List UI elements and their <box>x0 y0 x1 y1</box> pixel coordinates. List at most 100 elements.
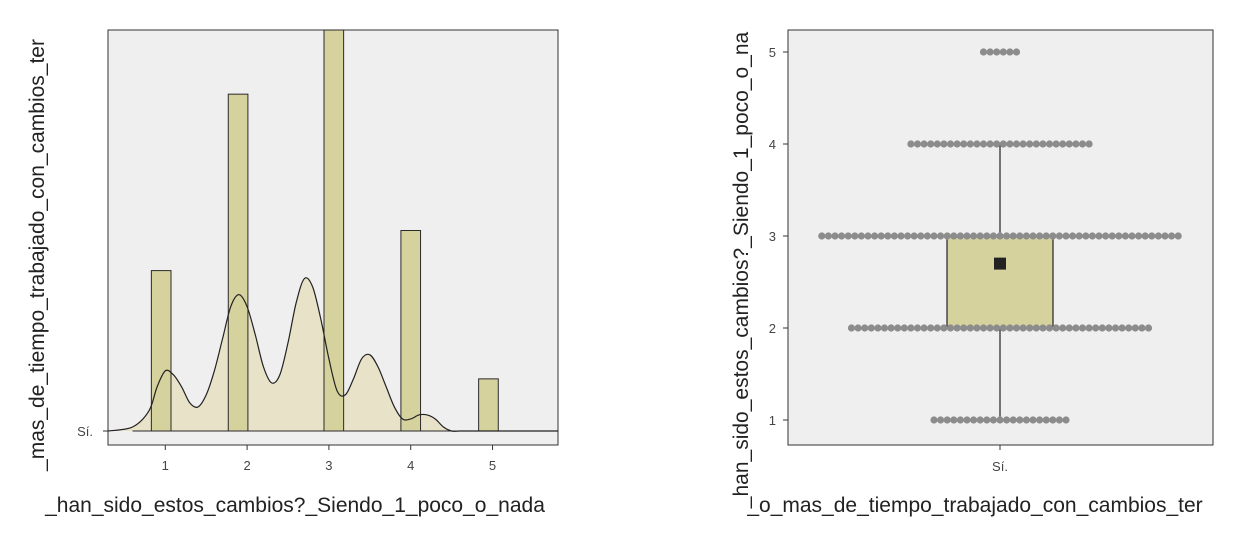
dot-y4-16 <box>1006 140 1014 148</box>
dot-y2-24 <box>999 324 1007 332</box>
dot-y3-46 <box>1115 232 1123 240</box>
dot-y1-18 <box>1042 416 1050 424</box>
dot-y3-50 <box>1141 232 1149 240</box>
dot-y3-1 <box>818 232 826 240</box>
histogram-x-tick-label-2: 2 <box>243 458 250 473</box>
dot-y2-1 <box>847 324 856 332</box>
dot-y4-23 <box>1052 140 1060 148</box>
dot-y2-8 <box>894 324 902 332</box>
dot-y2-14 <box>933 324 941 332</box>
dot-y2-2 <box>854 324 862 332</box>
dot-y5-6 <box>1012 48 1021 56</box>
dot-y4-21 <box>1039 140 1047 148</box>
dot-y1-15 <box>1022 416 1030 424</box>
dot-y1-13 <box>1009 416 1017 424</box>
dot-y3-16 <box>917 232 925 240</box>
dot-y2-38 <box>1092 324 1100 332</box>
boxplot-x-axis: Sí. <box>992 445 1008 474</box>
dot-y3-17 <box>923 232 932 240</box>
density-curve <box>107 277 558 432</box>
dot-y3-44 <box>1102 232 1110 240</box>
dot-y2-30 <box>1039 324 1047 332</box>
dot-y3-54 <box>1168 232 1176 240</box>
dot-y2-33 <box>1059 324 1067 332</box>
dot-y4-4 <box>927 140 935 148</box>
dot-y3-12 <box>890 232 899 240</box>
dot-y2-9 <box>900 324 908 332</box>
boxplot-dots-layer <box>818 48 1182 424</box>
dot-y3-36 <box>1049 232 1057 240</box>
boxplot-y-axis-title: _han_sido_estos_cambios?_Siendo_1_poco_o… <box>730 31 753 509</box>
dot-y2-16 <box>946 324 955 332</box>
dot-y2-7 <box>887 324 895 332</box>
dot-y4-27 <box>1078 140 1087 148</box>
density-line-layer <box>107 277 558 432</box>
dot-y2-25 <box>1006 324 1014 332</box>
dot-y1-20 <box>1055 416 1063 424</box>
histogram-bar-3 <box>323 29 345 432</box>
dot-y2-37 <box>1085 324 1093 332</box>
boxplot-y-tick-label-2: 2 <box>769 321 776 336</box>
dot-y3-18 <box>930 232 938 240</box>
dot-y1-3 <box>943 416 951 424</box>
dot-y4-3 <box>920 140 928 148</box>
dot-y2-18 <box>960 324 968 332</box>
histogram-bar-5 <box>478 378 499 432</box>
dot-y2-31 <box>1045 324 1054 332</box>
boxplot-x-category-label: Sí. <box>992 459 1008 474</box>
dot-y3-23 <box>963 232 971 240</box>
dot-y3-42 <box>1088 232 1096 240</box>
histogram-x-tick-label-4: 4 <box>407 458 414 473</box>
dot-y3-39 <box>1069 232 1077 240</box>
dot-y2-11 <box>913 324 922 332</box>
dot-y1-12 <box>1003 416 1011 424</box>
dot-y3-31 <box>1016 232 1024 240</box>
dot-y2-5 <box>874 324 882 332</box>
dot-y3-11 <box>884 232 892 240</box>
dot-y3-28 <box>996 232 1004 240</box>
dot-y4-6 <box>940 140 948 148</box>
histogram-x-axis: 1 2 3 4 5 <box>162 445 496 473</box>
boxplot-y-tick-label-1: 1 <box>769 413 776 428</box>
dot-y2-46 <box>1144 324 1153 332</box>
dot-y3-13 <box>897 232 905 240</box>
boxplot-y-tick-label-3: 3 <box>769 229 776 244</box>
dot-y3-53 <box>1161 232 1169 240</box>
dot-y4-8 <box>953 140 961 148</box>
dot-y3-4 <box>838 232 846 240</box>
dot-y2-36 <box>1078 324 1087 332</box>
dot-y2-27 <box>1019 324 1027 332</box>
dot-y4-5 <box>933 140 941 148</box>
dot-y3-32 <box>1022 232 1030 240</box>
dot-y2-26 <box>1012 324 1021 332</box>
dot-y3-55 <box>1174 232 1182 240</box>
dot-y3-19 <box>937 232 945 240</box>
dot-y5-5 <box>1006 48 1014 56</box>
dot-y2-32 <box>1052 324 1060 332</box>
boxplot-y-tick-label-5: 5 <box>769 45 776 60</box>
dot-y3-25 <box>976 232 984 240</box>
dot-y4-22 <box>1045 140 1054 148</box>
dot-y2-17 <box>953 324 961 332</box>
dot-y3-20 <box>943 232 951 240</box>
dot-y5-1 <box>979 48 988 56</box>
dot-y1-1 <box>930 416 938 424</box>
dot-y3-7 <box>857 232 866 240</box>
density-area <box>108 277 558 432</box>
dot-y3-10 <box>877 232 885 240</box>
dot-y2-15 <box>940 324 948 332</box>
dot-y2-44 <box>1131 324 1139 332</box>
dot-y3-48 <box>1128 232 1136 240</box>
dot-y4-13 <box>986 140 994 148</box>
dot-y1-2 <box>937 416 945 424</box>
dot-y5-4 <box>999 48 1007 56</box>
dot-y1-11 <box>996 416 1004 424</box>
boxplot-chart: 1 2 3 4 5 Sí. _o_mas_de_tiempo_trabajado_con… <box>730 29 1214 517</box>
dot-y4-12 <box>979 140 988 148</box>
dot-y2-39 <box>1098 324 1106 332</box>
dot-y2-6 <box>880 324 889 332</box>
histogram-x-axis-title: _han_sido_estos_cambios?_Siendo_1_poco_o… <box>44 494 545 517</box>
dot-y4-25 <box>1065 140 1073 148</box>
density-layer <box>108 277 558 432</box>
